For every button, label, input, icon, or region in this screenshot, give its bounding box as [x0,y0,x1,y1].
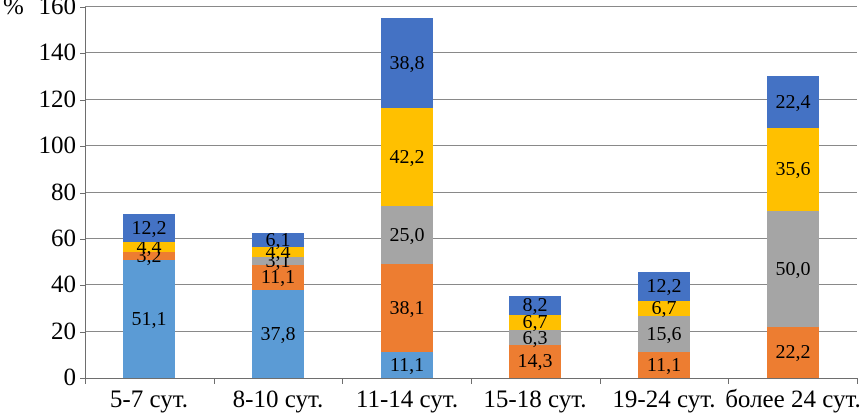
x-axis-label: 8-10 сут. [232,386,324,413]
segment-label: 37,8 [260,323,296,346]
segment-gray: 25,0 [381,205,433,264]
segment-gray: 50,0 [767,210,819,327]
y-tick-label: 80 [51,178,76,206]
x-axis-tick [214,379,215,384]
segment-yellow: 4,4 [123,237,175,257]
y-tick-label: 160 [38,0,77,20]
segment-label: 38,1 [389,297,425,320]
segment-yellow: 35,6 [767,128,819,211]
segment-yellow: 6,7 [638,297,690,320]
segment-label: 6,7 [522,311,548,334]
x-axis-tick [728,379,729,384]
y-axis-tick [80,53,85,55]
x-axis-line [85,378,858,379]
segment-label: 51,1 [131,307,167,330]
x-axis-tick [857,379,858,384]
segment-label: 35,6 [775,158,811,181]
bar-3: 11,1 38,1 25,0 42,2 38,8 [381,18,433,378]
segment-orange: 22,2 [767,326,819,378]
y-tick-label: 100 [38,132,77,160]
y-axis-line [85,7,86,379]
segment-yellow: 6,7 [509,311,561,334]
segment-dark-blue: 38,8 [381,18,433,109]
x-axis-tick [471,379,472,384]
y-tick-label: 40 [51,271,76,299]
y-tick-label: 0 [63,364,77,391]
x-axis-label: 19-24 сут. [612,386,716,413]
segment-orange: 11,1 [638,352,690,378]
bar-4: 14,3 6,3 6,7 8,2 [509,294,561,378]
segment-label: 14,3 [517,350,553,373]
segment-yellow: 42,2 [381,108,433,206]
segment-label: 22,2 [775,341,811,364]
segment-orange: 3,2 [123,246,175,266]
x-axis-tick [85,379,86,384]
y-axis-tick [80,331,85,333]
segment-light-blue: 51,1 [123,259,175,378]
segment-label: 6,7 [651,297,677,320]
bar-1: 51,1 3,2 4,4 12,2 [123,213,175,378]
segment-yellow: 4,4 [252,242,304,262]
x-axis-label: 5-7 сут. [109,386,189,413]
y-tick-label: 20 [51,317,76,345]
y-axis-tick [80,99,85,101]
x-axis-label: 15-18 сут. [483,386,587,413]
y-axis-tick [80,238,85,240]
gridline [85,52,857,54]
bar-5: 11,1 15,6 6,7 12,2 [638,272,690,378]
x-axis-label: более 24 сут. [725,386,861,413]
segment-label: 50,0 [775,257,811,280]
gridline [85,237,857,239]
x-axis-tick [342,379,343,384]
segment-label: 12,2 [131,216,167,239]
y-axis-tick [80,285,85,287]
segment-orange: 14,3 [509,344,561,378]
segment-label: 8,2 [522,294,548,317]
segment-label: 6,3 [522,326,548,349]
gridline [85,330,857,332]
plot-area: 51,1 3,2 4,4 12,2 37,8 11,1 3,1 4,4 6,1 11,1 38,1 2… [85,6,857,378]
gridline [85,145,857,147]
segment-orange: 11,1 [252,264,304,291]
segment-label: 22,4 [775,91,811,114]
segment-dark-blue: 12,2 [123,213,175,242]
x-axis-tick [600,379,601,384]
segment-label: 11,1 [646,354,682,377]
segment-dark-blue: 12,2 [638,272,690,301]
y-tick-label: 60 [51,224,76,252]
segment-label: 42,2 [389,146,425,169]
segment-dark-blue: 8,2 [509,294,561,317]
segment-label: 25,0 [389,223,425,246]
x-axis-label: 11-14 сут. [355,386,459,413]
y-tick-label: 120 [38,85,77,113]
segment-label: 11,1 [260,266,296,289]
y-axis-unit-label: % [3,0,24,20]
gridline [85,191,857,193]
y-tick-label: 140 [38,39,77,67]
segment-light-blue: 11,1 [381,352,433,378]
gridline [85,284,857,286]
segment-label: 38,8 [389,52,425,75]
bar-2: 37,8 11,1 3,1 4,4 6,1 [252,229,304,378]
segment-orange: 38,1 [381,263,433,353]
segment-light-blue: 37,8 [252,290,304,378]
segment-label: 6,1 [265,229,291,252]
segment-gray: 3,1 [252,251,304,271]
gridline [85,6,857,7]
bar-6: 22,2 50,0 35,6 22,4 [767,76,819,378]
segment-gray: 6,3 [509,326,561,349]
segment-dark-blue: 6,1 [252,229,304,252]
segment-dark-blue: 22,4 [767,76,819,129]
y-axis-tick [80,192,85,194]
segment-label: 12,2 [646,275,682,298]
y-axis-tick [80,7,85,8]
segment-label: 15,6 [646,323,682,346]
segment-gray: 15,6 [638,316,690,353]
y-axis-tick [80,378,85,379]
y-axis-tick [80,146,85,148]
gridline [85,98,857,100]
segment-label: 11,1 [389,354,425,377]
